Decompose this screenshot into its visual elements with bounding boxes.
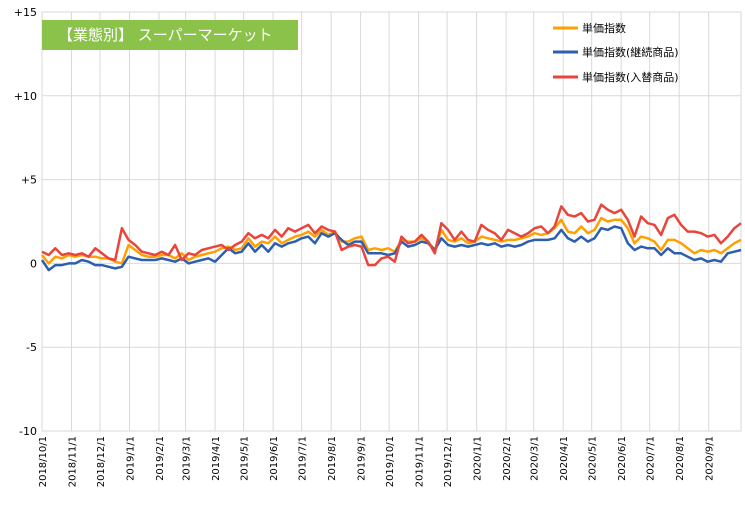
x-tick-label: 2020/8/1: [675, 436, 686, 481]
x-tick-label: 2019/8/1: [327, 436, 338, 481]
y-tick-label: +10: [14, 90, 37, 103]
banner: 【業態別】 スーパーマーケット: [42, 20, 298, 50]
series-lines: [40, 203, 742, 272]
x-tick-label: 2019/2/1: [155, 436, 166, 481]
x-tick-label: 2020/4/1: [559, 436, 570, 481]
y-tick-label: 0: [30, 257, 37, 270]
x-tick-label: 2018/11/1: [67, 436, 78, 487]
x-tick-label: 2018/12/1: [96, 436, 107, 487]
series-line-1: [41, 216, 742, 265]
y-tick-label: -5: [26, 341, 37, 354]
banner-title: 【業態別】 スーパーマーケット: [58, 26, 273, 44]
x-tick-label: 2020/9/1: [705, 436, 716, 481]
legend-label-2: 単価指数(継続商品): [582, 45, 679, 59]
x-tick-label: 2019/6/1: [269, 436, 280, 481]
x-tick-label: 2020/5/1: [588, 436, 599, 481]
y-tick-label: +15: [14, 6, 37, 19]
x-tick-label: 2019/4/1: [211, 436, 222, 481]
x-tick-label: 2020/3/1: [530, 436, 541, 481]
y-axis-tick-labels: +15 +10 +5 0 -5 -10: [14, 6, 37, 438]
x-tick-label: 2019/3/1: [182, 436, 193, 481]
banner-background: [42, 20, 298, 50]
x-tick-label: 2018/10/1: [38, 436, 49, 487]
plot-area-border: [41, 11, 742, 432]
x-axis-tick-labels: 2018/10/1 2018/11/1 2018/12/1 2019/1/1 2019/…: [38, 436, 716, 487]
x-tick-label: 2019/12/1: [443, 436, 454, 487]
x-tick-label: 2019/1/1: [125, 436, 136, 481]
x-tick-label: 2020/2/1: [502, 436, 513, 481]
x-tick-label: 2019/7/1: [298, 436, 309, 481]
x-tick-label: 2020/7/1: [646, 436, 657, 481]
legend-label-3: 単価指数(入替商品): [582, 70, 679, 84]
x-tick-label: 2020/1/1: [473, 436, 484, 481]
legend-label-1: 単価指数: [582, 21, 626, 35]
x-tick-label: 2019/10/1: [385, 436, 396, 487]
x-tick-label: 2020/6/1: [617, 436, 628, 481]
x-tick-label: 2019/5/1: [240, 436, 251, 481]
series-line-2: [40, 225, 742, 272]
y-tick-label: +5: [21, 174, 37, 187]
series-line-3: [41, 203, 742, 267]
x-tick-label: 2019/9/1: [357, 436, 368, 481]
x-tick-label: 2019/11/1: [415, 436, 426, 487]
y-tick-label: -10: [19, 425, 37, 438]
